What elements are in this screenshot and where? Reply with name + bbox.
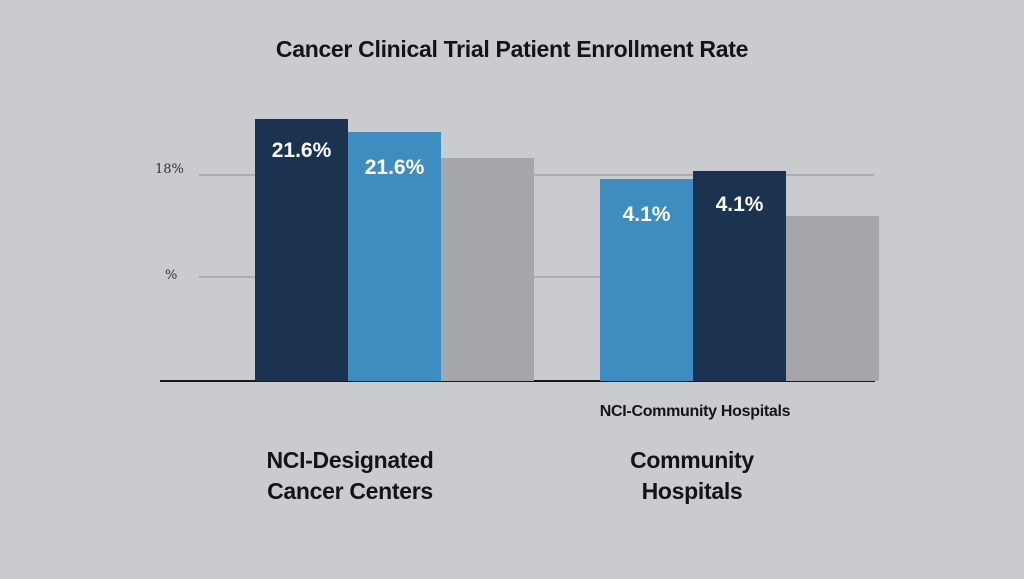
bar-value-label-group1-1: 21.6% (272, 139, 332, 162)
chart-title: Cancer Clinical Trial Patient Enrollment… (275, 36, 749, 62)
y-tick-label-percent: % (165, 268, 178, 283)
category-label-community: Community Hospitals (630, 447, 754, 504)
bar-value-label-group1-2: 21.6% (365, 156, 425, 179)
bar-group1-3 (441, 158, 534, 381)
bar-value-label-group2-2: 4.1% (716, 193, 764, 216)
group-sublabel-community: NCI-Community Hospitals (599, 403, 791, 420)
category-label-nci-designated: NCI-Designated Cancer Centers (266, 447, 434, 504)
bar-group2-1 (600, 179, 693, 381)
bar-group2-3 (786, 216, 879, 381)
bar-group1-2 (348, 132, 441, 381)
bar-value-label-group2-1: 4.1% (623, 203, 671, 226)
y-tick-label-18: 18% (155, 162, 184, 177)
bar-group1-1 (255, 119, 348, 381)
bar-group2-2 (693, 171, 786, 381)
